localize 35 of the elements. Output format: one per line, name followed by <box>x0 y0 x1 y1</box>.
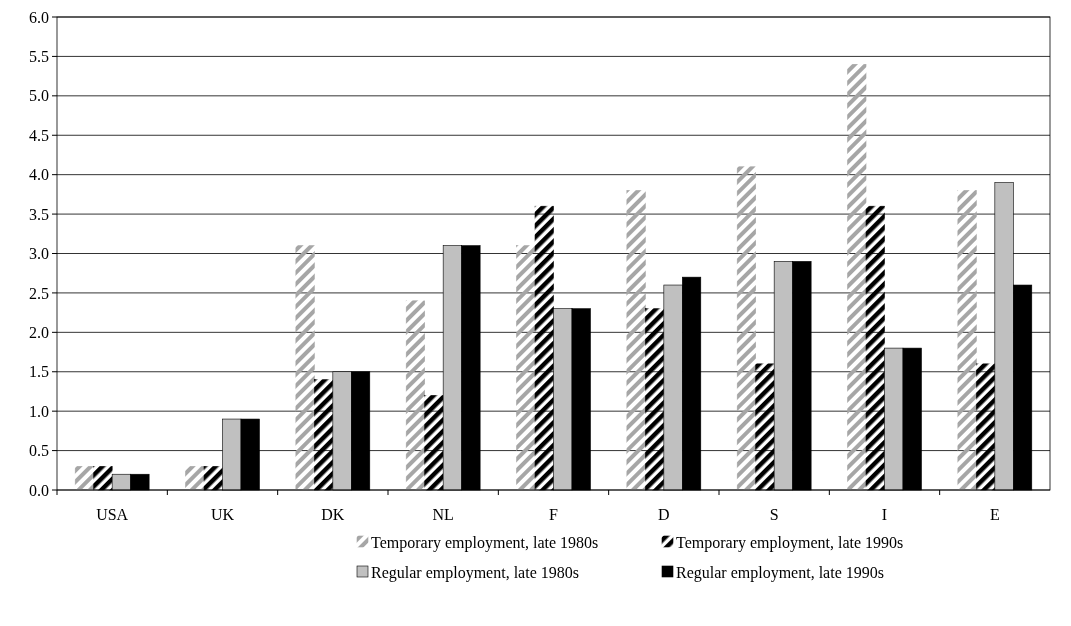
bar <box>295 245 315 491</box>
y-tick-label: 0.0 <box>29 481 49 499</box>
y-tick-label: 1.5 <box>29 363 49 381</box>
legend-label: Regular employment, late 1990s <box>676 563 884 582</box>
x-tick-label: D <box>658 506 670 523</box>
y-tick-label: 6.0 <box>29 8 49 26</box>
y-tick-label: 4.0 <box>29 166 49 184</box>
y-tick-label: 3.5 <box>29 205 49 223</box>
x-tick-label: S <box>769 506 779 523</box>
x-tick-label: E <box>989 506 1000 523</box>
y-tick-label: 2.0 <box>29 323 49 341</box>
bar <box>847 64 867 491</box>
bar <box>957 190 977 491</box>
legend-label: Regular employment, late 1980s <box>371 563 579 582</box>
y-tick-label: 0.5 <box>29 442 49 460</box>
y-tick-label: 4.5 <box>29 126 49 144</box>
bar <box>405 300 425 491</box>
y-tick-label: 1.0 <box>29 402 49 420</box>
bar <box>626 190 646 491</box>
y-tick-label: 5.0 <box>29 87 49 105</box>
y-tick-label: 5.5 <box>29 48 49 66</box>
bar <box>185 466 205 491</box>
x-tick-label: F <box>549 506 559 523</box>
y-tick-label: 2.5 <box>29 284 49 302</box>
x-tick-label: UK <box>210 506 235 523</box>
bar <box>516 245 536 491</box>
x-tick-label: I <box>881 506 888 523</box>
y-tick-label: 3.0 <box>29 245 49 263</box>
x-tick-label: NL <box>432 506 454 523</box>
x-tick-label: DK <box>321 506 345 523</box>
bar <box>736 166 756 491</box>
legend-label: Temporary employment, late 1980s <box>371 533 599 552</box>
legend-label: Temporary employment, late 1990s <box>676 533 904 552</box>
x-tick-label: USA <box>96 506 129 523</box>
bar <box>74 466 94 491</box>
